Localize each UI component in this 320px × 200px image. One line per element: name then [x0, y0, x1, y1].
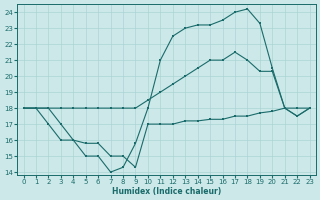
X-axis label: Humidex (Indice chaleur): Humidex (Indice chaleur) — [112, 187, 221, 196]
